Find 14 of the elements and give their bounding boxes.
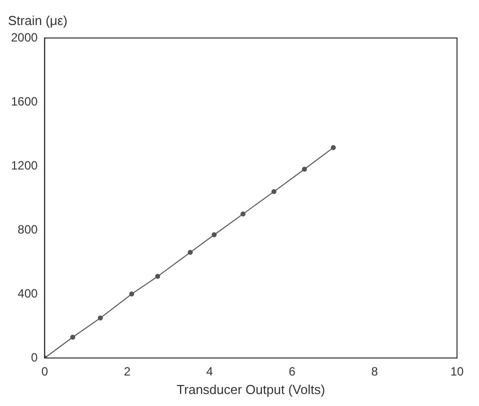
x-tick-label: 8 [371, 364, 378, 379]
x-tick-label: 10 [450, 364, 464, 379]
y-tick-label: 1200 [10, 158, 38, 172]
y-tick-label: 1600 [10, 94, 38, 108]
x-tick-label: 0 [41, 364, 48, 379]
x-axis-title: Transducer Output (Volts) [176, 382, 326, 397]
x-tick-label: 2 [124, 364, 131, 379]
y-axis-title: Strain (με) [8, 13, 68, 28]
y-tick-label: 800 [18, 222, 38, 236]
x-tick-label: 4 [206, 364, 214, 379]
y-tick-label: 0 [31, 350, 38, 364]
y-tick-label: 400 [18, 286, 38, 300]
x-tick-label: 6 [288, 364, 296, 379]
y-tick-label: 2000 [10, 30, 38, 44]
